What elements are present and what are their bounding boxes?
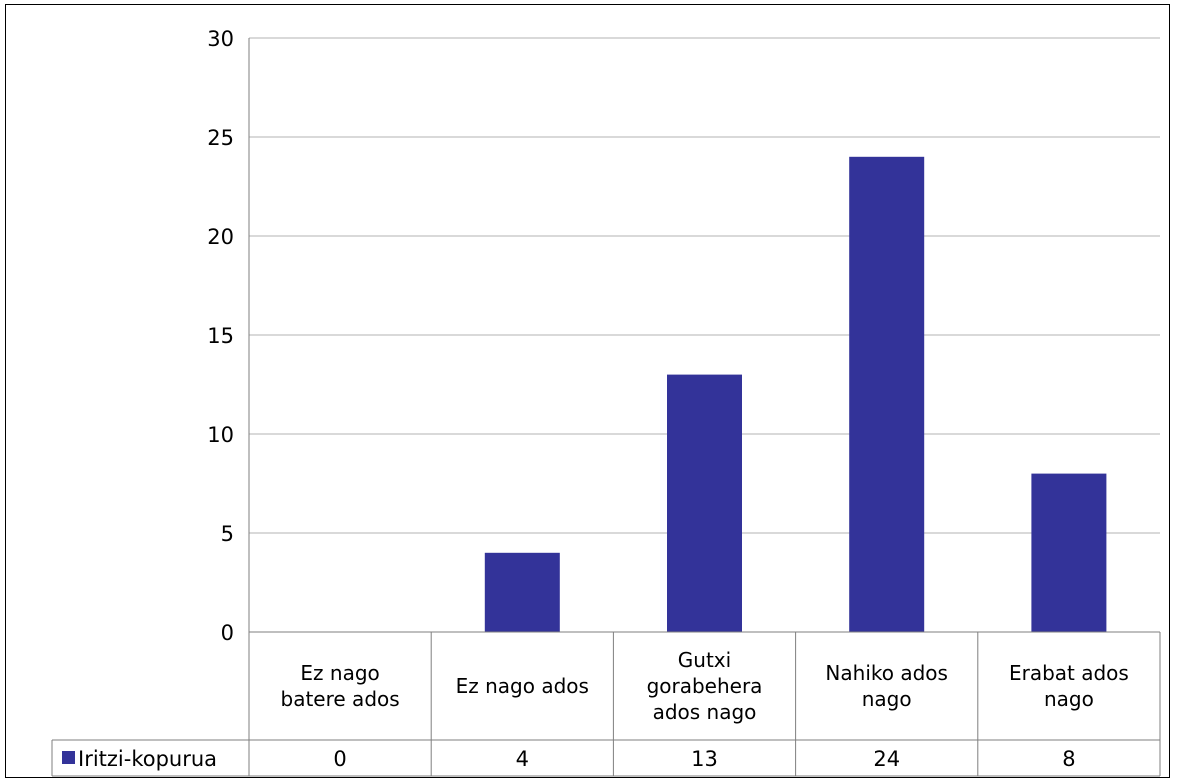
y-tick-label: 5 bbox=[221, 522, 234, 546]
x-category-label: Erabat ados nago bbox=[1009, 661, 1129, 711]
x-category-label: Ez nago ados bbox=[456, 674, 589, 698]
chart-frame bbox=[5, 4, 1170, 778]
data-table-value: 4 bbox=[516, 747, 529, 771]
x-category-label: Gutxi gorabehera ados nago bbox=[647, 648, 763, 724]
x-category-label: Nahiko ados nago bbox=[825, 661, 948, 711]
y-tick-label: 20 bbox=[207, 225, 234, 249]
bar bbox=[849, 156, 925, 633]
y-tick-label: 25 bbox=[207, 126, 234, 150]
x-category-label: Ez nago batere ados bbox=[281, 661, 400, 711]
data-table-value: 13 bbox=[691, 747, 718, 771]
data-table-value: 8 bbox=[1062, 747, 1075, 771]
y-tick-label: 30 bbox=[207, 27, 234, 51]
y-tick-label: 10 bbox=[207, 423, 234, 447]
y-tick-label: 0 bbox=[221, 621, 234, 645]
legend-series-name: Iritzi-kopurua bbox=[78, 747, 217, 771]
legend-key bbox=[62, 751, 75, 764]
data-table-value: 0 bbox=[333, 747, 346, 771]
bar bbox=[484, 552, 560, 632]
bar bbox=[1031, 473, 1107, 632]
bar bbox=[667, 374, 742, 632]
y-tick-label: 15 bbox=[207, 324, 234, 348]
data-table-value: 24 bbox=[873, 747, 900, 771]
